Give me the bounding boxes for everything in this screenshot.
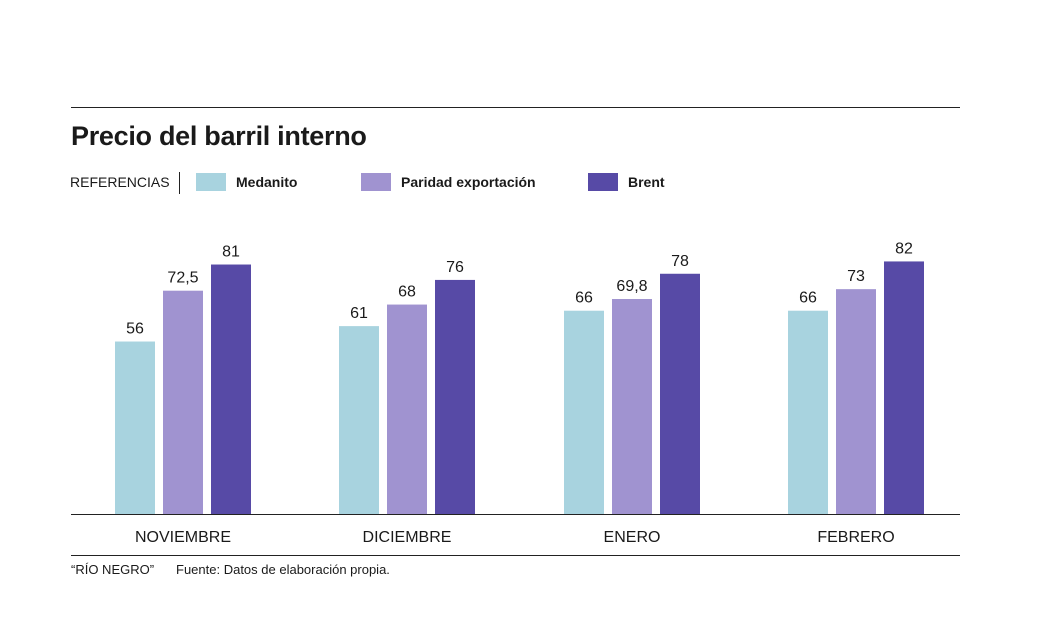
footer-source: Fuente: Datos de elaboración propia.: [176, 562, 390, 577]
legend-separator: [179, 172, 180, 194]
data-label-noviembre-1: 72,5: [167, 270, 198, 287]
bar-diciembre-1: [387, 304, 427, 514]
legend-item-paridad: Paridad exportación: [361, 172, 536, 192]
legend-label-medanito: Medanito: [236, 174, 298, 190]
data-label-enero-0: 66: [575, 290, 593, 307]
bar-noviembre-0: [115, 341, 155, 514]
legend-swatch-brent: [588, 173, 618, 191]
bar-diciembre-2: [435, 279, 475, 514]
data-label-diciembre-1: 68: [398, 284, 416, 301]
category-label-febrero: FEBRERO: [817, 529, 894, 546]
bar-diciembre-0: [339, 326, 379, 514]
legend-label-brent: Brent: [628, 174, 665, 190]
category-label-enero: ENERO: [604, 529, 661, 546]
data-label-febrero-2: 82: [895, 240, 913, 257]
data-label-enero-2: 78: [671, 253, 689, 270]
data-label-febrero-1: 73: [847, 268, 865, 285]
legend-item-brent: Brent: [588, 172, 665, 192]
category-label-noviembre: NOVIEMBRE: [135, 529, 231, 546]
legend-swatch-medanito: [196, 173, 226, 191]
bar-enero-2: [660, 273, 700, 514]
legend-swatch-paridad: [361, 173, 391, 191]
chart-title: Precio del barril interno: [71, 121, 367, 151]
bar-febrero-2: [884, 261, 924, 514]
legend-label: REFERENCIAS: [70, 174, 170, 190]
bar-noviembre-2: [211, 264, 251, 514]
legend-label-paridad: Paridad exportación: [401, 174, 536, 190]
footer-credit: “RÍO NEGRO”: [71, 562, 155, 577]
data-label-enero-1: 69,8: [616, 278, 647, 295]
bottom-rule: [71, 555, 960, 556]
bar-enero-1: [612, 299, 652, 514]
data-label-noviembre-2: 81: [222, 244, 240, 261]
bar-febrero-0: [788, 310, 828, 514]
data-label-febrero-0: 66: [799, 290, 817, 307]
bar-febrero-1: [836, 289, 876, 514]
bar-noviembre-1: [163, 290, 203, 514]
data-label-diciembre-2: 76: [446, 259, 464, 276]
data-label-noviembre-0: 56: [126, 321, 144, 338]
legend-item-medanito: Medanito: [196, 172, 297, 192]
bar-enero-0: [564, 310, 604, 514]
top-rule: [71, 107, 960, 108]
legend: REFERENCIAS Medanito Paridad exportación…: [70, 172, 970, 194]
category-label-diciembre: DICIEMBRE: [363, 529, 452, 546]
data-label-diciembre-0: 61: [350, 305, 368, 322]
